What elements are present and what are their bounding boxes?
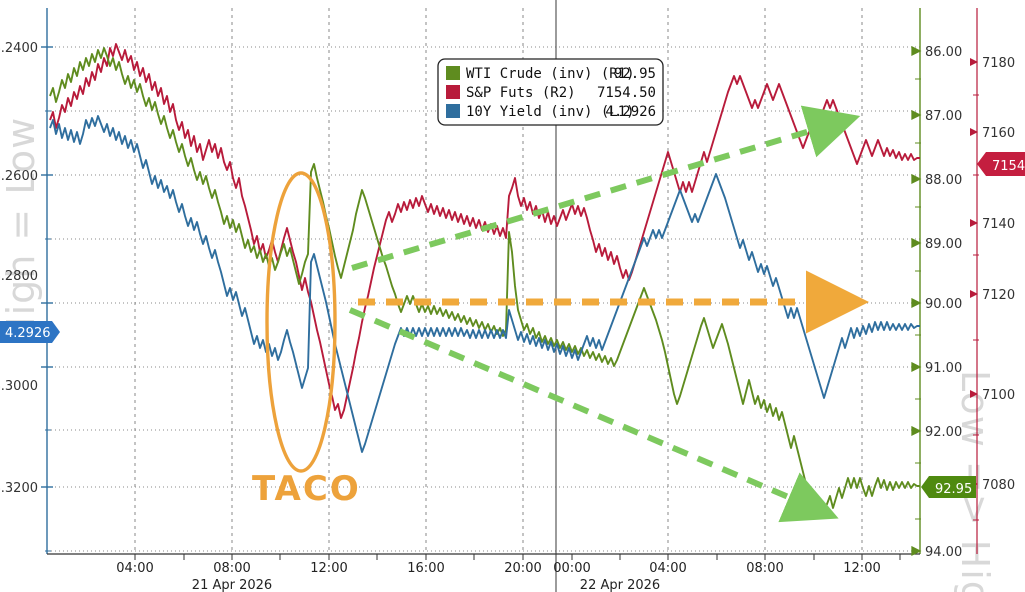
right-green-tick-label: 94.00: [925, 545, 962, 560]
left-tick-label: 4.3200: [0, 481, 38, 496]
legend-swatch-wti-crude: [446, 66, 460, 80]
right-axis-red-price-tag-value: 7154.50: [992, 159, 1025, 174]
right-green-tick-label: 89.00: [925, 237, 962, 252]
right-red-tick-label: 7160: [982, 126, 1015, 141]
legend-label-sp-futs: S&P Futs (R2): [466, 85, 576, 101]
time-tick-label: 16:00: [407, 561, 444, 576]
taco-ellipse-annotation: [265, 171, 337, 473]
right-axis-green-price-tag-value: 92.95: [935, 482, 972, 497]
left-axis-watermark: High = Low: [0, 117, 43, 345]
time-tick-label: 12:00: [843, 561, 880, 576]
left-axis-ticks: 4.2400 4.2600 4.2800 4.3000 4.3200: [0, 41, 53, 552]
right-green-tick-label: 87.00: [925, 109, 962, 124]
time-tick-label: 00:00: [553, 561, 590, 576]
right-red-tick-label: 7180: [982, 56, 1015, 71]
time-tick-label: 04:00: [116, 561, 153, 576]
left-axis-price-tag-value: 4.2926: [5, 326, 51, 341]
taco-label: TACO: [252, 469, 361, 509]
chart-legend: WTI Crude (inv) (R1) 92.95 S&P Futs (R2)…: [437, 58, 664, 126]
right-green-tick-label: 88.00: [925, 173, 962, 188]
time-tick-label: 04:00: [649, 561, 686, 576]
right-red-tick-label: 7140: [982, 217, 1015, 232]
legend-box: [437, 58, 664, 126]
left-tick-label: 4.2400: [0, 41, 38, 56]
falling-green-arrow: [348, 307, 839, 523]
right-green-tick-label: 92.00: [925, 425, 962, 440]
date-label-day2: 22 Apr 2026: [580, 578, 660, 592]
right-axis-red-price-tag: 7154.50: [977, 152, 1025, 176]
rising-green-arrow: [351, 105, 861, 271]
right-axis-green-ticks: 86.00 87.00 88.00 89.00 90.00 91.00 92.0…: [911, 45, 962, 560]
legend-value-wti-crude: 92.95: [614, 66, 656, 82]
legend-label-10y-yield: 10Y Yield (inv) (L1): [466, 104, 635, 120]
left-tick-label: 4.3000: [0, 379, 38, 394]
date-label-day1: 21 Apr 2026: [192, 578, 272, 592]
right-red-tick-label: 7080: [982, 478, 1015, 493]
legend-value-sp-futs: 7154.50: [597, 85, 656, 101]
time-tick-label: 08:00: [213, 561, 250, 576]
left-axis-price-tag: 4.2926: [0, 321, 60, 343]
right-axis-red-ticks: 7180 7160 7140 7120 7100 7080: [970, 56, 1015, 521]
time-tick-label: 08:00: [746, 561, 783, 576]
series-line-10y-yield: [49, 115, 920, 453]
right-red-tick-label: 7100: [982, 388, 1015, 403]
left-tick-label: 4.2600: [0, 169, 38, 184]
annotation-arrows: [348, 105, 869, 523]
series-line-sp-futs: [49, 43, 920, 419]
right-axis-green-price-tag: 92.95: [921, 476, 976, 498]
right-green-tick-label: 90.00: [925, 297, 962, 312]
legend-value-10y-yield: 4.2926: [605, 104, 656, 120]
right-red-tick-label: 7120: [982, 288, 1015, 303]
time-tick-label: 12:00: [310, 561, 347, 576]
left-tick-label: 4.2800: [0, 269, 38, 284]
legend-swatch-sp-futs: [446, 85, 460, 99]
legend-swatch-10y-yield: [446, 104, 460, 118]
series-group: [49, 43, 920, 513]
right-green-tick-label: 91.00: [925, 361, 962, 376]
time-tick-label: 20:00: [504, 561, 541, 576]
right-green-tick-label: 86.00: [925, 45, 962, 60]
legend-label-wti-crude: WTI Crude (inv) (R1): [466, 66, 635, 82]
time-axis-ticks: 04:00 08:00 12:00 16:00 20:00 00:00 04:0…: [116, 554, 901, 592]
